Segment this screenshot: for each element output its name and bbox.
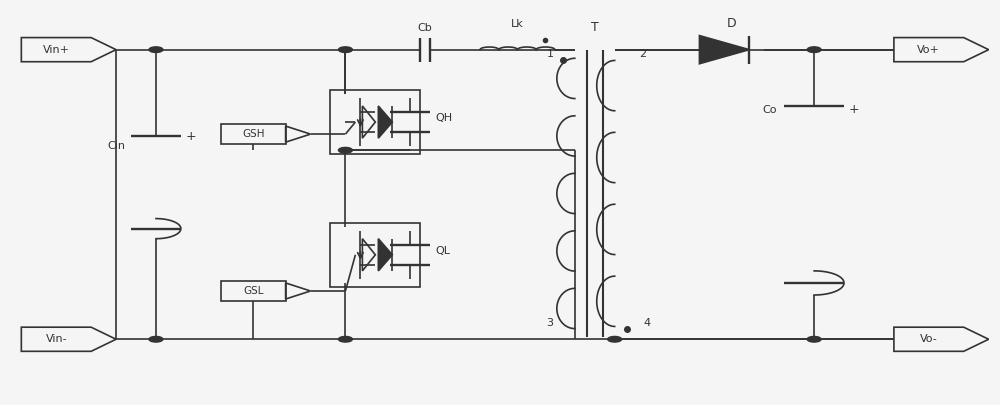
- Text: D: D: [727, 17, 737, 30]
- Polygon shape: [378, 106, 392, 138]
- Text: 3: 3: [546, 318, 553, 328]
- Text: Vo-: Vo-: [920, 334, 938, 344]
- Text: +: +: [186, 130, 196, 143]
- Text: Co: Co: [762, 105, 776, 115]
- Circle shape: [149, 47, 163, 53]
- Circle shape: [338, 337, 352, 342]
- Polygon shape: [699, 36, 749, 64]
- Text: Vo+: Vo+: [917, 45, 940, 55]
- Text: 4: 4: [643, 318, 650, 328]
- Text: 2: 2: [639, 49, 646, 59]
- Text: Vin-: Vin-: [45, 334, 67, 344]
- Bar: [330, 223, 420, 287]
- Circle shape: [338, 147, 352, 153]
- Circle shape: [807, 47, 821, 53]
- Circle shape: [338, 47, 352, 53]
- Text: Lk: Lk: [511, 19, 524, 28]
- Text: QL: QL: [435, 246, 450, 256]
- Text: 1: 1: [546, 49, 553, 59]
- Text: Cb: Cb: [418, 23, 433, 32]
- Text: GSH: GSH: [242, 129, 264, 139]
- Circle shape: [608, 337, 622, 342]
- Bar: [221, 281, 286, 301]
- Bar: [330, 90, 420, 154]
- Polygon shape: [378, 239, 392, 271]
- Bar: [221, 124, 286, 144]
- Text: GSL: GSL: [243, 286, 263, 296]
- Text: QH: QH: [435, 113, 452, 123]
- Text: +: +: [849, 104, 860, 117]
- Circle shape: [807, 337, 821, 342]
- Text: Vin+: Vin+: [43, 45, 70, 55]
- Text: T: T: [591, 21, 599, 34]
- Circle shape: [149, 337, 163, 342]
- Text: Cin: Cin: [107, 141, 125, 151]
